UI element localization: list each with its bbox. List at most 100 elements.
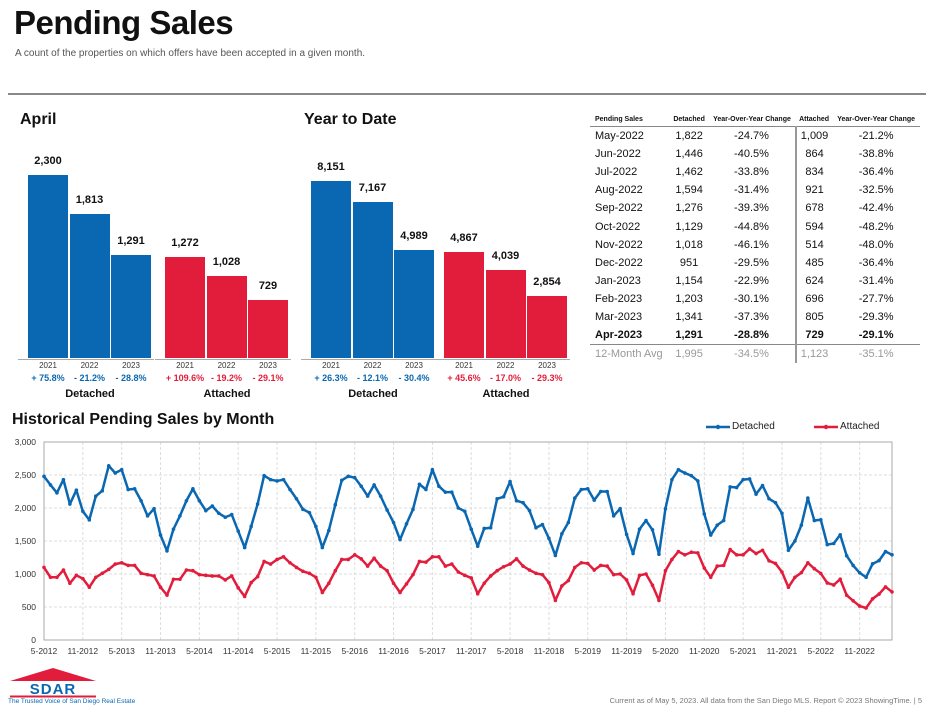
legend-label: Detached	[732, 421, 775, 432]
yoy-change-label: + 26.3%	[314, 373, 348, 383]
data-point	[857, 571, 862, 575]
data-point	[443, 564, 448, 568]
legend-marker	[715, 424, 721, 430]
data-point	[139, 498, 143, 503]
data-point	[579, 487, 584, 492]
data-point	[553, 598, 558, 603]
data-point	[534, 526, 538, 530]
data-point	[333, 568, 338, 573]
data-point	[482, 581, 486, 586]
data-point	[158, 533, 163, 537]
data-point	[482, 526, 486, 531]
bar	[444, 252, 484, 358]
x-tick-label: 11-2021	[766, 646, 798, 656]
data-point	[560, 584, 564, 588]
yoy-change-label: - 29.3%	[531, 373, 563, 383]
year-tick-label: 2023	[538, 361, 556, 370]
yoy-change-label: + 45.6%	[447, 373, 481, 383]
yoy-change-label: - 21.2%	[73, 373, 106, 383]
data-point	[236, 529, 240, 533]
data-point	[262, 473, 266, 478]
data-point	[404, 522, 409, 526]
page-subtitle: A count of the properties on which offer…	[15, 48, 366, 59]
yoy-change-label: + 109.6%	[165, 373, 205, 383]
data-point	[540, 522, 545, 527]
data-point	[573, 565, 577, 570]
table-cell: 1,446	[675, 147, 703, 160]
table-cell: 834	[805, 165, 824, 178]
data-point	[411, 507, 415, 512]
data-point	[333, 502, 338, 507]
data-point	[301, 569, 305, 574]
data-point	[657, 552, 661, 556]
data-point	[696, 479, 700, 483]
sdar-logo: SDAR	[8, 668, 98, 698]
data-point	[320, 545, 325, 550]
page-title: Pending Sales	[14, 4, 234, 41]
data-point	[450, 562, 454, 566]
data-point	[611, 572, 616, 577]
bar-value-label: 2,300	[34, 155, 62, 167]
bar	[206, 276, 247, 358]
table-cell: -40.5%	[708, 144, 797, 163]
data-point	[495, 496, 499, 501]
data-point	[851, 598, 855, 603]
data-point	[288, 487, 292, 492]
data-point	[734, 485, 739, 490]
table-cell: 594	[805, 220, 824, 233]
plot-frame	[43, 441, 893, 641]
data-point	[728, 547, 732, 552]
table-cell: Apr-2023	[590, 326, 671, 346]
data-point	[339, 478, 344, 483]
table-cell: 1,123	[800, 348, 829, 361]
data-point	[61, 477, 66, 482]
table-cell: 951	[679, 256, 699, 269]
data-point	[255, 502, 260, 506]
table-cell: 1,594	[675, 184, 703, 197]
data-point	[68, 502, 72, 506]
table-cell: Dec-2022	[595, 256, 643, 269]
series-line-attached	[42, 547, 893, 610]
data-point	[566, 520, 571, 525]
x-tick-label: 5-2018	[496, 646, 524, 656]
data-point	[818, 517, 823, 522]
data-point	[93, 575, 98, 580]
year-tick-label: 2023	[259, 361, 277, 370]
data-point	[527, 508, 532, 513]
table-cell: -22.9%	[708, 272, 797, 291]
y-tick-label: 1,500	[14, 536, 36, 546]
table-cell: 696	[805, 293, 824, 306]
data-point	[68, 581, 72, 586]
table-header-row: Pending Sales Detached Year-Over-Year Ch…	[590, 114, 920, 127]
table-cell: 1,822	[675, 129, 703, 142]
year-tick-label: 2021	[39, 361, 57, 370]
table-cell: 1,291	[670, 326, 709, 346]
data-point	[702, 512, 707, 516]
bar-value-label: 4,989	[400, 229, 428, 242]
col-header: Detached	[670, 114, 709, 127]
data-point	[598, 489, 603, 494]
table-row: Oct-2022 1,129 -44.8% 594 -48.2%	[590, 217, 920, 236]
data-point	[430, 467, 435, 472]
data-point	[42, 565, 46, 570]
data-point	[87, 585, 92, 589]
data-point	[210, 504, 215, 508]
table-cell: 1,129	[675, 220, 703, 233]
table-cell: -29.1%	[832, 326, 920, 346]
table-cell: -34.5%	[708, 344, 797, 363]
data-point	[61, 568, 66, 572]
data-point	[773, 561, 778, 566]
data-point	[132, 563, 137, 568]
data-point	[281, 555, 286, 559]
bar-value-label: 7,167	[358, 182, 387, 195]
data-point	[55, 491, 59, 495]
data-point	[145, 572, 150, 577]
data-point	[883, 585, 888, 589]
year-tick-label: 2021	[322, 361, 340, 370]
data-point	[838, 577, 843, 582]
y-tick-label: 2,000	[14, 503, 36, 513]
table-cell: 921	[805, 184, 824, 197]
data-point	[424, 560, 428, 564]
x-tick-label: 11-2022	[844, 646, 875, 656]
data-point	[683, 471, 687, 475]
